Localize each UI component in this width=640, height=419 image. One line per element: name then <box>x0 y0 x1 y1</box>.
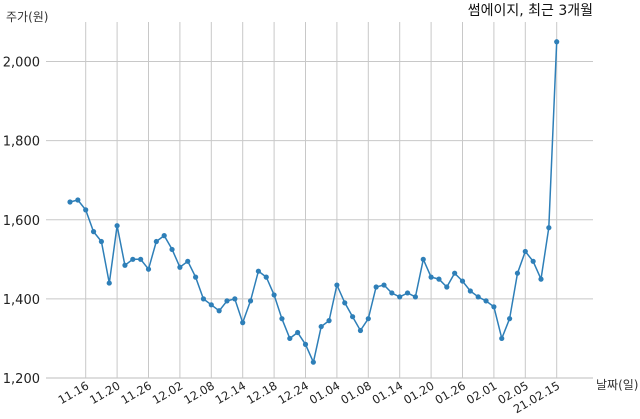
data-point <box>491 304 497 310</box>
data-point <box>114 223 120 229</box>
data-point <box>381 282 387 288</box>
x-tick-label: 12.08 <box>181 378 217 407</box>
data-point <box>247 298 254 304</box>
x-tick-label: 01.20 <box>401 378 437 407</box>
data-point <box>177 264 183 270</box>
grid-lines <box>46 22 593 379</box>
data-point <box>389 290 395 296</box>
data-point <box>295 329 301 336</box>
data-point <box>263 274 269 280</box>
data-point <box>538 276 544 282</box>
data-point <box>279 316 285 322</box>
data-point <box>522 248 528 255</box>
x-tick-label: 11.26 <box>118 378 154 407</box>
data-point <box>554 39 560 45</box>
data-point <box>452 270 458 276</box>
data-point <box>326 318 332 324</box>
chart-title: 썸에이지, 최근 3개월 <box>468 3 593 19</box>
x-tick-label: 11.20 <box>87 378 123 407</box>
y-tick-label: 1,800 <box>3 135 40 150</box>
data-point <box>459 278 466 284</box>
data-point <box>350 314 356 320</box>
data-point <box>153 238 159 245</box>
price-series-points <box>67 39 560 365</box>
y-tick-label: 1,200 <box>3 372 40 387</box>
data-point <box>145 266 152 272</box>
data-point <box>342 300 348 306</box>
data-point <box>444 284 450 290</box>
data-point <box>436 276 442 282</box>
x-tick-label: 11.16 <box>56 378 92 407</box>
data-point <box>224 298 230 304</box>
data-point <box>310 359 316 365</box>
data-point <box>130 256 136 262</box>
data-point <box>67 199 73 205</box>
data-point <box>318 323 324 330</box>
data-point <box>287 335 293 342</box>
data-point <box>475 294 481 300</box>
data-point <box>240 320 246 326</box>
y-tick-label: 1,400 <box>3 293 40 308</box>
data-point <box>514 270 521 276</box>
data-point <box>106 280 112 286</box>
x-tick-label: 01.04 <box>307 378 343 407</box>
x-tick-label: 01.26 <box>432 378 468 407</box>
data-point <box>499 335 505 342</box>
data-point <box>169 246 175 253</box>
data-point <box>216 308 222 314</box>
data-point <box>90 229 97 235</box>
y-tick-label: 2,000 <box>3 56 40 71</box>
data-point <box>357 327 364 334</box>
data-point <box>507 316 513 322</box>
y-axis-label: 주가(원) <box>6 10 48 24</box>
data-point <box>193 274 199 280</box>
data-point <box>546 225 552 231</box>
data-point <box>122 262 128 268</box>
data-point <box>161 233 167 239</box>
x-axis-tick-labels: 11.1611.2011.2612.0212.0812.1412.1812.24… <box>56 378 563 416</box>
data-point <box>185 258 191 264</box>
data-point <box>412 294 418 300</box>
data-point <box>373 284 379 290</box>
data-point <box>83 207 89 213</box>
x-tick-label: 01.08 <box>338 378 374 407</box>
x-tick-label: 12.24 <box>275 378 311 407</box>
data-point <box>428 274 434 280</box>
data-point <box>98 238 104 245</box>
data-point <box>271 292 277 298</box>
data-point <box>208 302 214 308</box>
x-tick-label: 12.18 <box>244 378 280 407</box>
y-axis-tick-labels: 1,200 1,400 1,600 1,800 2,000 <box>3 56 40 387</box>
data-point <box>255 268 261 274</box>
data-point <box>200 296 207 302</box>
data-point <box>334 282 340 288</box>
data-point <box>232 296 238 302</box>
data-point <box>302 341 309 347</box>
data-point <box>483 298 489 304</box>
price-series-line <box>69 41 558 365</box>
data-point <box>530 258 536 264</box>
x-tick-label: 12.02 <box>150 378 186 407</box>
x-tick-label: 02.01 <box>464 378 500 407</box>
x-tick-label: 01.14 <box>370 378 406 407</box>
data-point <box>138 256 144 262</box>
data-point <box>365 316 371 322</box>
x-axis-label: 날짜(일) <box>596 378 638 392</box>
x-tick-label: 12.14 <box>213 378 249 407</box>
data-point <box>397 294 403 300</box>
data-point <box>404 290 411 296</box>
data-point <box>75 197 81 203</box>
y-tick-label: 1,600 <box>3 214 40 229</box>
data-point <box>420 256 426 262</box>
data-point <box>467 288 473 294</box>
